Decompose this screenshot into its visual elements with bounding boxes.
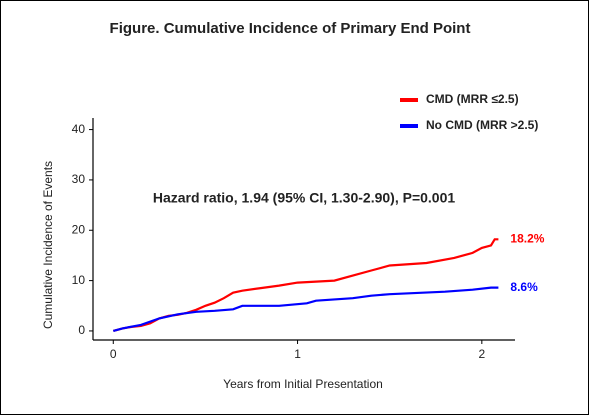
legend-label: No CMD (MRR >2.5) — [426, 118, 538, 132]
line — [113, 286, 499, 332]
y-tick-label: 40 — [72, 122, 86, 136]
x-tick-label: 0 — [110, 347, 117, 361]
y-tick-label: 20 — [72, 222, 86, 236]
x-axis-label: Years from Initial Presentation — [223, 377, 383, 391]
chart-title: Figure. Cumulative Incidence of Primary … — [110, 20, 471, 37]
y-axis-label: Cumulative Incidence of Events — [41, 161, 55, 329]
x-tick-label: 1 — [294, 347, 301, 361]
y-tick-label: 10 — [72, 273, 86, 287]
x-tick-label: 2 — [478, 347, 485, 361]
annotation: Hazard ratio, 1.94 (95% CI, 1.30-2.90), … — [153, 190, 456, 206]
end-label: 18.2% — [510, 231, 544, 245]
legend-label: CMD (MRR ≤2.5) — [426, 92, 519, 106]
y-tick-label: 30 — [72, 172, 86, 186]
end-label: 8.6% — [510, 280, 538, 294]
y-tick-label: 0 — [78, 323, 85, 337]
